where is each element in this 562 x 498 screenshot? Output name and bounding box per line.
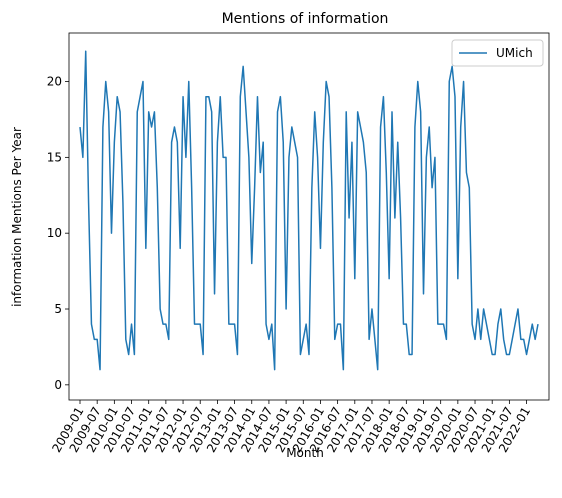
- x-axis-label: Month: [286, 446, 324, 460]
- y-axis-label: information Mentions Per Year: [10, 127, 24, 307]
- legend: UMich: [452, 40, 543, 66]
- y-tick-label: 5: [54, 302, 62, 316]
- legend-label-umich: UMich: [496, 46, 533, 60]
- y-tick-label: 10: [47, 226, 62, 240]
- y-tick-label: 20: [47, 75, 62, 89]
- y-tick-label: 0: [54, 378, 62, 392]
- chart-title: Mentions of information: [222, 11, 389, 27]
- y-tick-label: 15: [47, 150, 62, 164]
